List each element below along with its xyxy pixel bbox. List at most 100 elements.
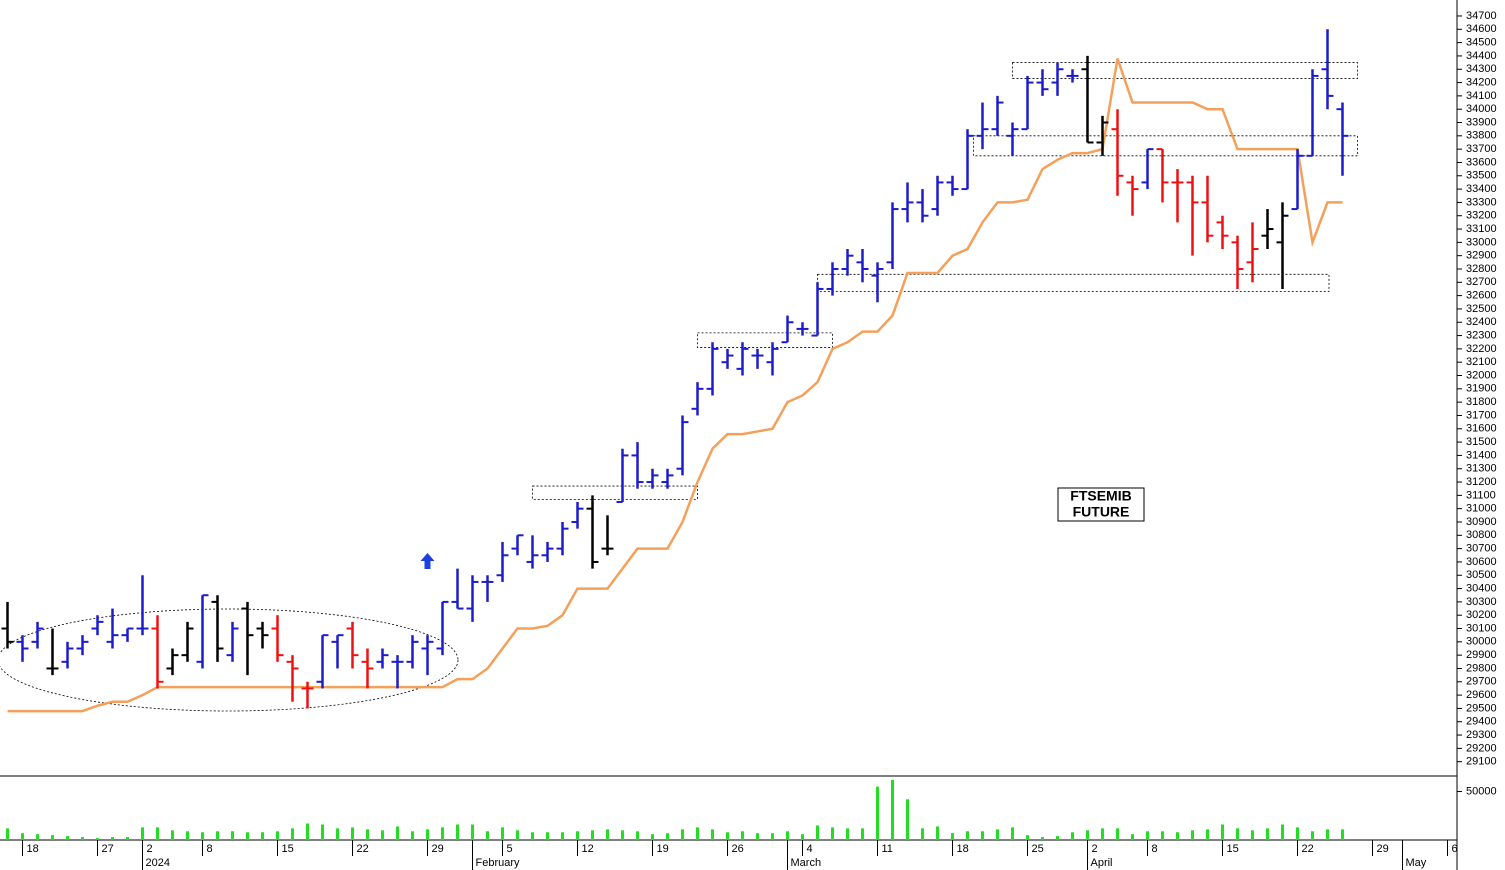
y-tick-label: 31800 <box>1466 396 1497 408</box>
volume-bar <box>186 831 189 840</box>
volume-bar <box>351 827 354 840</box>
volume-bar <box>336 828 339 840</box>
volume-bar <box>606 829 609 840</box>
volume-bar <box>576 831 579 840</box>
y-tick-label: 32700 <box>1466 276 1497 288</box>
y-tick-label: 32800 <box>1466 263 1497 275</box>
volume-bar <box>141 827 144 840</box>
month-label: March <box>791 857 822 869</box>
zone-box <box>973 135 1358 157</box>
y-tick-label: 33700 <box>1466 143 1497 155</box>
y-tick-label: 31500 <box>1466 436 1497 448</box>
y-tick-label: 32000 <box>1466 369 1497 381</box>
month-label: February <box>476 857 521 869</box>
volume-bar <box>591 830 594 840</box>
y-tick-label: 34100 <box>1466 90 1497 102</box>
volume-bar <box>51 835 54 840</box>
y-tick-label: 29900 <box>1466 649 1497 661</box>
volume-bar <box>396 826 399 840</box>
volume-bar <box>1176 832 1179 840</box>
volume-bar <box>636 831 639 840</box>
volume-bar <box>651 834 654 840</box>
volume-bar <box>156 827 159 840</box>
volume-bar <box>1296 827 1299 840</box>
volume-bar <box>741 831 744 840</box>
volume-bar <box>1146 831 1149 840</box>
volume-bar <box>201 832 204 840</box>
volume-bar <box>126 837 129 840</box>
x-tick-label: 29 <box>432 843 444 855</box>
y-tick-label: 30100 <box>1466 622 1497 634</box>
y-tick-label: 31600 <box>1466 423 1497 435</box>
volume-bar <box>786 831 789 840</box>
y-tick-label: 32200 <box>1466 343 1497 355</box>
x-tick-label: 4 <box>807 843 813 855</box>
volume-bar <box>1206 829 1209 840</box>
y-tick-label: 34000 <box>1466 103 1497 115</box>
x-tick-label: 27 <box>102 843 114 855</box>
volume-bar <box>621 830 624 840</box>
y-tick-label: 33800 <box>1466 130 1497 142</box>
volume-bar <box>66 836 69 840</box>
y-tick-label: 31700 <box>1466 409 1497 421</box>
volume-bar <box>96 838 99 840</box>
volume-bar <box>516 830 519 840</box>
y-tick-label: 31000 <box>1466 503 1497 515</box>
zone-box <box>697 332 833 348</box>
x-tick-label: 6 <box>1452 843 1458 855</box>
volume-bar <box>666 833 669 840</box>
volume-bar <box>411 831 414 840</box>
x-tick-label: 2 <box>1092 843 1098 855</box>
y-tick-label: 30400 <box>1466 582 1497 594</box>
y-tick-label: 29700 <box>1466 676 1497 688</box>
y-tick-label: 33200 <box>1466 210 1497 222</box>
x-tick-label: 22 <box>1302 843 1314 855</box>
volume-bar <box>1026 835 1029 840</box>
y-tick-label: 29500 <box>1466 702 1497 714</box>
y-tick-label: 32400 <box>1466 316 1497 328</box>
volume-bar <box>366 829 369 840</box>
y-tick-label: 33500 <box>1466 170 1497 182</box>
volume-bar <box>876 786 879 840</box>
volume-bar <box>1326 829 1329 840</box>
y-tick-label: 34300 <box>1466 63 1497 75</box>
volume-bar <box>1056 836 1059 840</box>
zone-box <box>532 485 698 500</box>
y-tick-label: 34400 <box>1466 50 1497 62</box>
volume-bar <box>1011 827 1014 840</box>
x-tick-label: 15 <box>282 843 294 855</box>
x-tick-label: 22 <box>357 843 369 855</box>
volume-bar <box>36 834 39 840</box>
y-tick-label: 32300 <box>1466 329 1497 341</box>
x-tick-label: 11 <box>882 843 893 855</box>
y-tick-label: 31400 <box>1466 449 1497 461</box>
volume-bar <box>456 824 459 840</box>
x-tick-label: 19 <box>657 843 669 855</box>
y-tick-label: 33400 <box>1466 183 1497 195</box>
zone-box <box>1012 62 1358 79</box>
month-label: 2024 <box>146 857 170 869</box>
volume-bar <box>891 779 894 840</box>
volume-bar <box>1341 829 1344 840</box>
volume-bar <box>471 824 474 840</box>
volume-bar <box>111 837 114 840</box>
volume-bar <box>1266 828 1269 840</box>
volume-bar <box>861 828 864 840</box>
volume-bar <box>6 828 9 840</box>
y-tick-label: 30700 <box>1466 543 1497 555</box>
y-tick-label: 32900 <box>1466 250 1497 262</box>
volume-bar <box>1221 824 1224 840</box>
y-tick-label: 34200 <box>1466 76 1497 88</box>
volume-bar <box>1041 837 1044 840</box>
volume-bar <box>441 827 444 840</box>
y-tick-label: 30300 <box>1466 596 1497 608</box>
volume-bar <box>546 832 549 840</box>
volume-bar <box>216 831 219 840</box>
volume-bar <box>231 831 234 840</box>
y-tick-label: 32600 <box>1466 290 1497 302</box>
volume-bar <box>426 829 429 840</box>
y-tick-label: 30800 <box>1466 529 1497 541</box>
y-tick-label: 29600 <box>1466 689 1497 701</box>
y-tick-label: 30200 <box>1466 609 1497 621</box>
